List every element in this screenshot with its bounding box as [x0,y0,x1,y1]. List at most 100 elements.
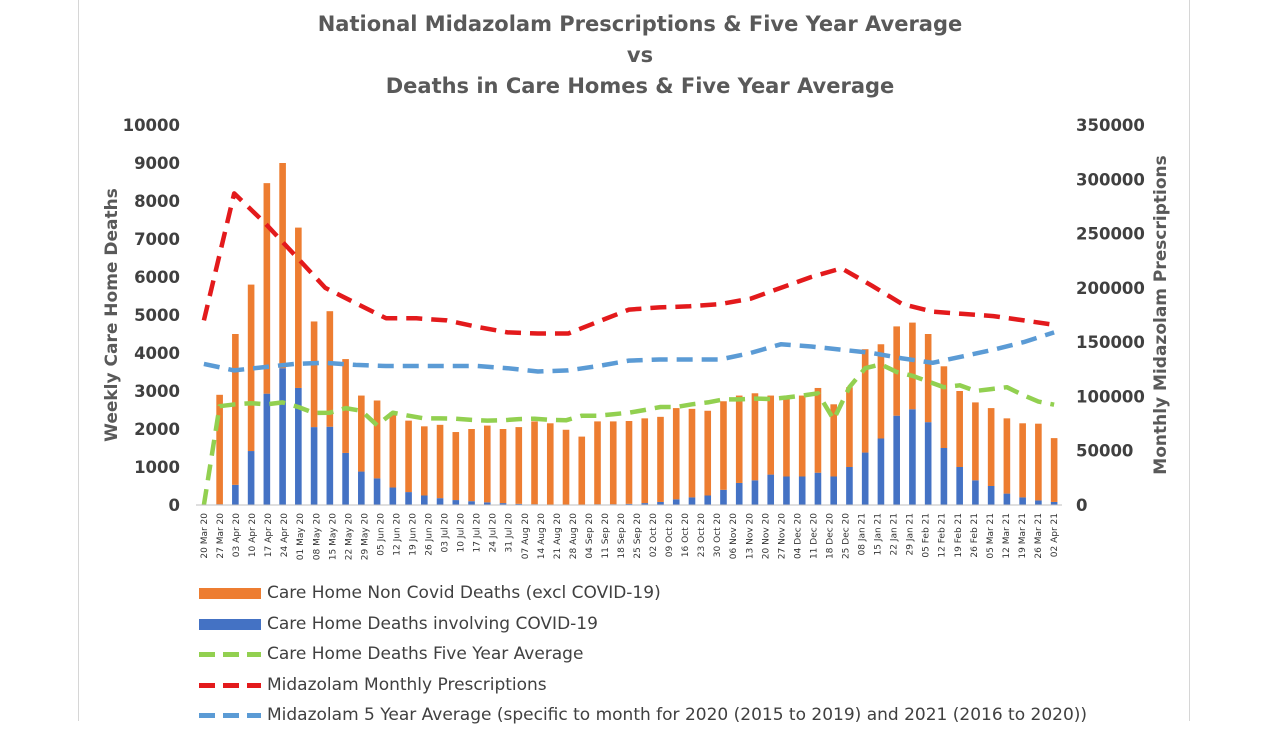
chart-legend: Care Home Non Covid Deaths (excl COVID-1… [195,578,1087,731]
legend-item-covid: Care Home Deaths involving COVID-19 [195,609,1087,640]
x-tick-label: 05 Feb 21 [922,513,932,558]
bar-noncovid [578,437,585,505]
bar-covid [752,480,759,505]
bar-noncovid [815,388,822,473]
y-left-tick-label: 1000 [134,458,180,477]
x-tick-label: 30 Oct 20 [713,513,723,557]
y-right-tick-label: 300000 [1076,170,1145,189]
bar-noncovid [295,228,302,388]
legend-item-midazolam: Midazolam Monthly Prescriptions [195,670,1087,701]
bar-noncovid [720,401,727,490]
x-tick-label: 25 Dec 20 [842,513,852,559]
bar-noncovid [783,397,790,477]
y-left-tick-label: 2000 [134,420,180,439]
legend-dash-red [199,683,261,688]
bar-covid [1004,494,1011,505]
bar-noncovid [673,408,680,499]
y-axis-left-label: Weekly Care Home Deaths [102,188,122,442]
legend-item-noncovid: Care Home Non Covid Deaths (excl COVID-1… [195,578,1087,609]
x-tick-label: 09 Oct 20 [665,513,675,557]
bar-covid [736,483,743,505]
x-tick-label: 11 Dec 20 [809,513,819,559]
x-tick-label: 25 Sep 20 [633,513,643,559]
y-right-tick-label: 150000 [1076,333,1145,352]
y-left-tick-label: 4000 [134,344,180,363]
x-tick-label: 03 Apr 20 [232,513,242,557]
legend-swatch-orange [199,588,261,599]
y-right-tick-label: 200000 [1076,279,1145,298]
bar-covid [862,453,869,505]
x-tick-label: 01 May 20 [296,513,306,561]
chart-plot: 0100020003000400050006000700080009000100… [0,0,1280,590]
bar-noncovid [311,321,318,427]
bar-covid [358,472,365,505]
x-tick-label: 29 May 20 [360,513,370,561]
legend-label: Care Home Deaths involving COVID-19 [267,614,598,634]
x-tick-label: 08 Jan 21 [858,513,868,556]
x-tick-label: 12 Jun 20 [393,513,403,556]
bar-noncovid [1035,424,1042,501]
bar-noncovid [1004,418,1011,493]
bar-noncovid [925,334,932,422]
bar-noncovid [327,311,334,427]
bar-noncovid [421,426,428,495]
x-tick-label: 02 Oct 20 [649,513,659,557]
bar-noncovid [264,183,271,394]
x-tick-label: 13 Nov 20 [745,513,755,559]
y-right-tick-label: 0 [1076,496,1087,515]
bar-noncovid [437,425,444,498]
y-left-tick-label: 3000 [134,382,180,401]
bar-covid [720,490,727,505]
bar-noncovid [878,344,885,438]
y-left-tick-label: 5000 [134,306,180,325]
bar-covid [374,478,381,505]
y-left-tick-label: 9000 [134,154,180,173]
bar-noncovid [909,323,916,410]
y-right-tick-label: 100000 [1076,387,1145,406]
bar-covid [815,473,822,505]
bar-covid [783,477,790,506]
x-tick-label: 14 Aug 20 [537,513,547,559]
bar-noncovid [736,396,743,483]
bar-covid [421,496,428,506]
bar-covid [941,448,948,505]
x-tick-label: 03 Jul 20 [441,513,451,553]
bar-covid [893,416,900,505]
x-tick-label: 27 Nov 20 [777,513,787,559]
bar-noncovid [531,421,538,504]
x-tick-label: 20 Mar 20 [200,513,210,559]
bar-noncovid [452,432,459,500]
bar-noncovid [232,334,239,485]
bar-covid [468,501,475,505]
bar-covid [311,427,318,505]
bar-covid [1035,500,1042,505]
bar-noncovid [1019,423,1026,497]
legend-item-midazolam-avg: Midazolam 5 Year Average (specific to mo… [195,700,1087,731]
bar-covid [405,492,412,505]
x-tick-label: 22 May 20 [344,513,354,561]
y-left-tick-label: 10000 [123,116,180,135]
bar-covid [956,467,963,505]
bar-noncovid [484,426,491,503]
bar-noncovid [594,421,601,504]
x-tick-label: 02 Apr 21 [1050,513,1060,557]
x-tick-label: 10 Apr 20 [248,513,258,557]
left-axis-ticks: 0100020003000400050006000700080009000100… [123,116,180,515]
x-tick-label: 22 Jan 21 [890,513,900,556]
x-tick-label: 06 Nov 20 [729,513,739,559]
x-tick-label: 12 Feb 21 [938,513,948,558]
y-left-tick-label: 6000 [134,268,180,287]
bar-noncovid [846,387,853,467]
x-tick-label: 20 Nov 20 [761,513,771,559]
x-tick-label: 05 Mar 21 [986,513,996,559]
legend-label: Care Home Deaths Five Year Average [267,644,583,664]
bar-covid [909,409,916,505]
x-tick-label: 08 May 20 [312,513,322,561]
bars-group [216,163,1057,505]
bar-covid [767,475,774,505]
x-tick-label: 23 Oct 20 [697,513,707,557]
bar-covid [264,394,271,505]
x-tick-label: 19 Jun 20 [409,513,419,556]
bar-noncovid [358,396,365,472]
